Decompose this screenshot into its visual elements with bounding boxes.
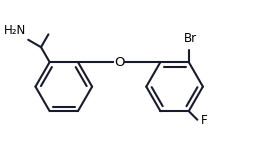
Text: F: F <box>201 115 208 127</box>
Text: Br: Br <box>183 32 197 45</box>
Text: H₂N: H₂N <box>4 24 26 37</box>
Text: O: O <box>114 56 125 69</box>
